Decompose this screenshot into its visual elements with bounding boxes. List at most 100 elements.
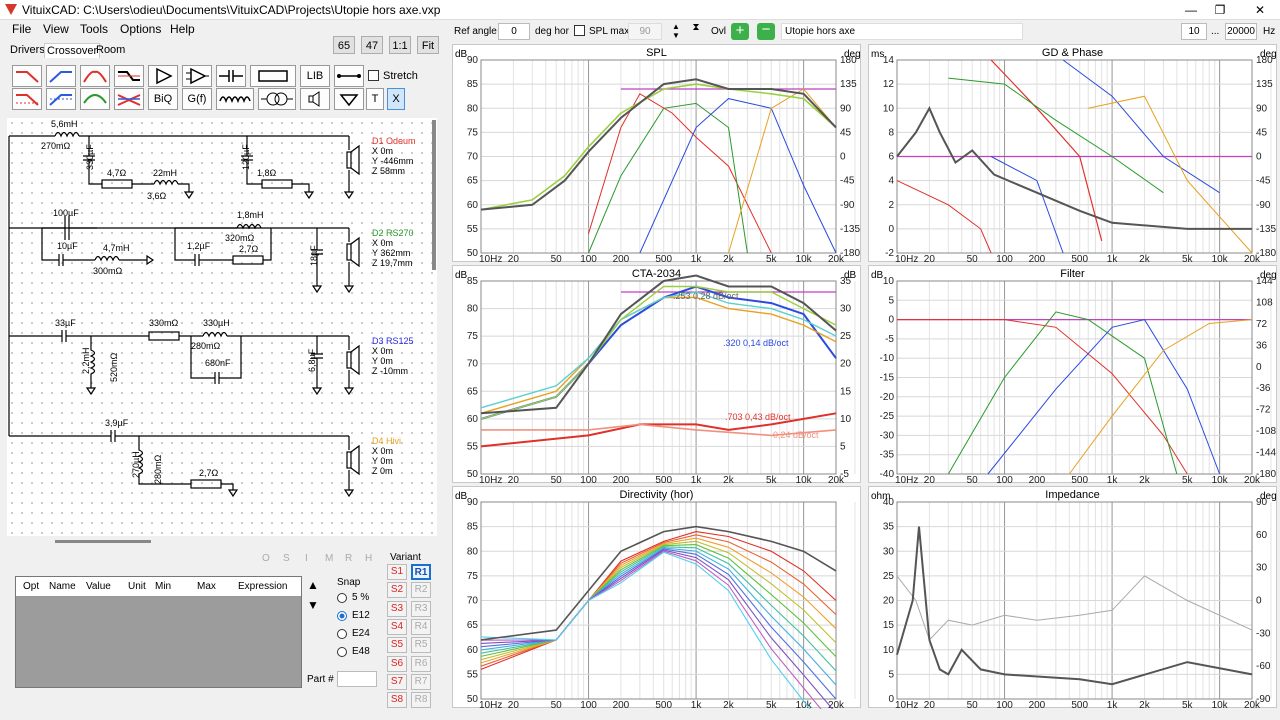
variant-s4-button[interactable]: S4	[387, 618, 407, 635]
impedance-chart[interactable]: Impedance 40 35 30 25 20 15 10 5 0 90 60 30 0 -30 -60 -9…	[868, 486, 1277, 709]
parameter-table[interactable]: Opt Name Value Unit Min Max Expression	[15, 576, 302, 688]
gd-phase-chart[interactable]: GD & Phase 14 12 10 8 6 4 2 0 -2 180 135 90 45 0 -45 -90…	[868, 44, 1277, 263]
opamp-icon[interactable]	[182, 65, 212, 87]
spl-max-input[interactable]: 90	[628, 23, 662, 40]
flag-m[interactable]: M	[325, 553, 334, 564]
peaking-filter-button[interactable]	[80, 88, 110, 110]
delete-tool-button[interactable]: X	[387, 88, 405, 110]
wire-icon[interactable]	[334, 65, 364, 87]
snap-5pct-radio[interactable]	[337, 593, 347, 603]
freq-low-input[interactable]: 10	[1181, 23, 1207, 40]
tab-drivers[interactable]: Drivers	[10, 44, 45, 56]
cta2034-chart[interactable]: CTA-2034 85 80 75 70 65 60 55 50 35 30 25 20 15 10 5 -5 d…	[452, 265, 861, 484]
cta-ytick-right: 10	[840, 414, 852, 425]
col-expression[interactable]: Expression	[238, 581, 288, 592]
variant-r2-button[interactable]: R2	[411, 582, 431, 599]
col-name[interactable]: Name	[49, 581, 76, 592]
variant-r7-button[interactable]: R7	[411, 673, 431, 690]
flag-r[interactable]: R	[345, 553, 353, 564]
cta-sp-di	[480, 412, 837, 448]
biquad-button[interactable]: BiQ	[148, 88, 178, 110]
variant-s1-button[interactable]: S1	[387, 564, 407, 580]
variant-s7-button[interactable]: S7	[387, 673, 407, 690]
col-opt[interactable]: Opt	[23, 581, 40, 592]
driver-1-x: X 0m	[372, 146, 393, 156]
lowpass-allpass-button[interactable]	[12, 88, 42, 110]
variant-s6-button[interactable]: S6	[387, 655, 407, 672]
zoom-fit-button[interactable]: Fit	[417, 36, 439, 54]
maximize-icon[interactable]: ❐	[1214, 3, 1226, 17]
bandpass-filter-button[interactable]	[80, 65, 110, 87]
snap-e12-radio[interactable]	[337, 611, 347, 621]
remove-overlay-icon[interactable]: −	[757, 22, 775, 40]
col-unit[interactable]: Unit	[128, 581, 146, 592]
zoom-65-button[interactable]: 65	[333, 36, 355, 54]
schematic-hscrollbar[interactable]	[55, 540, 151, 543]
highpass-filter-button[interactable]	[46, 65, 76, 87]
menu-help[interactable]: Help	[170, 22, 195, 36]
close-icon[interactable]: ✕	[1254, 3, 1266, 17]
variant-r4-button[interactable]: R4	[411, 618, 431, 635]
variant-s8-button[interactable]: S8	[387, 692, 407, 709]
snap-e24-radio[interactable]	[337, 629, 347, 639]
speaker-icon[interactable]	[300, 88, 330, 110]
col-min[interactable]: Min	[155, 581, 172, 592]
capacitor-icon[interactable]	[216, 65, 246, 87]
col-value[interactable]: Value	[86, 581, 111, 592]
hourglass-icon[interactable]: ⧗	[692, 22, 700, 33]
highpass-allpass-button[interactable]	[46, 88, 76, 110]
variant-r5-button[interactable]: R5	[411, 637, 431, 654]
shelf-filter-button[interactable]	[114, 65, 144, 87]
schematic-canvas[interactable]: 5,6mH 270mΩ 330µF 4,7Ω 22mH 3,6Ω 120µF 1…	[7, 118, 437, 536]
minimize-icon[interactable]: —	[1185, 3, 1197, 17]
variant-r8-button[interactable]: R8	[411, 692, 431, 709]
variant-r6-button[interactable]: R6	[411, 655, 431, 672]
project-name-input[interactable]: Utopie hors axe	[781, 23, 1023, 40]
spl-spinner-icon[interactable]: ▲ ▼	[672, 22, 680, 40]
directivity-chart[interactable]: Directivity (hor) 90 85 80 75 70 65 60 55 50 dB 10H…	[452, 486, 861, 709]
flag-h[interactable]: H	[365, 553, 373, 564]
variant-r3-button[interactable]: R3	[411, 600, 431, 617]
buffer-icon[interactable]	[148, 65, 178, 87]
menu-file[interactable]: File	[12, 22, 32, 36]
schematic-vscrollbar[interactable]	[432, 120, 436, 270]
inductor-icon[interactable]	[216, 88, 254, 110]
cta-chart-title: CTA-2034	[631, 268, 682, 280]
menu-options[interactable]: Options	[120, 22, 162, 36]
tab-room[interactable]: Room	[96, 44, 126, 56]
transfer-function-button[interactable]: G(f)	[182, 88, 212, 110]
library-button[interactable]: LIB	[300, 65, 330, 87]
add-overlay-icon[interactable]: +	[731, 23, 749, 40]
spl-chart[interactable]: SPL 90 85 80 75 70 65 60 55 50 180 135 90 45 0 -45 -90 -1…	[452, 44, 861, 263]
zoom-47-button[interactable]: 47	[361, 36, 383, 54]
tab-crossover[interactable]: Crossover	[44, 43, 101, 58]
snap-e48-radio[interactable]	[337, 647, 347, 657]
zoom-1to1-button[interactable]: 1:1	[389, 36, 411, 54]
filter-chart[interactable]: Filter 10 5 0 -5 -10 -15 -20 -25 -30 -35 -40 144 108 7…	[868, 265, 1277, 484]
flag-o[interactable]: O	[262, 553, 270, 564]
ground-icon[interactable]	[334, 88, 364, 110]
stretch-checkbox[interactable]	[368, 70, 379, 81]
move-up-icon[interactable]: ▲	[307, 578, 319, 592]
freq-high-input[interactable]: 20000	[1225, 23, 1257, 40]
variant-s3-button[interactable]: S3	[387, 600, 407, 617]
variant-r1-button[interactable]: R1	[411, 564, 431, 580]
part-number-input[interactable]	[337, 671, 377, 687]
lowpass-filter-button[interactable]	[12, 65, 42, 87]
text-tool-button[interactable]: T	[366, 88, 384, 110]
flag-i[interactable]: I	[305, 553, 308, 564]
imp-xtick: 200	[1029, 700, 1046, 709]
move-down-icon[interactable]: ▼	[307, 598, 319, 612]
menu-view[interactable]: View	[43, 22, 69, 36]
transformer-icon[interactable]	[258, 88, 296, 110]
notch-filter-button[interactable]	[114, 88, 144, 110]
menu-tools[interactable]: Tools	[80, 22, 109, 36]
resistor-icon[interactable]	[250, 65, 296, 87]
variant-s2-button[interactable]: S2	[387, 582, 407, 599]
variant-s5-button[interactable]: S5	[387, 637, 407, 654]
cta-chart-svg: 85 80 75 70 65 60 55 50 35 30 25 20 15 10 5 -5 dB dB 10Hz 2…	[455, 270, 857, 484]
spl-max-checkbox[interactable]	[574, 25, 585, 36]
col-max[interactable]: Max	[197, 581, 216, 592]
flag-s[interactable]: S	[283, 553, 290, 564]
ref-angle-input[interactable]: 0	[498, 23, 530, 40]
